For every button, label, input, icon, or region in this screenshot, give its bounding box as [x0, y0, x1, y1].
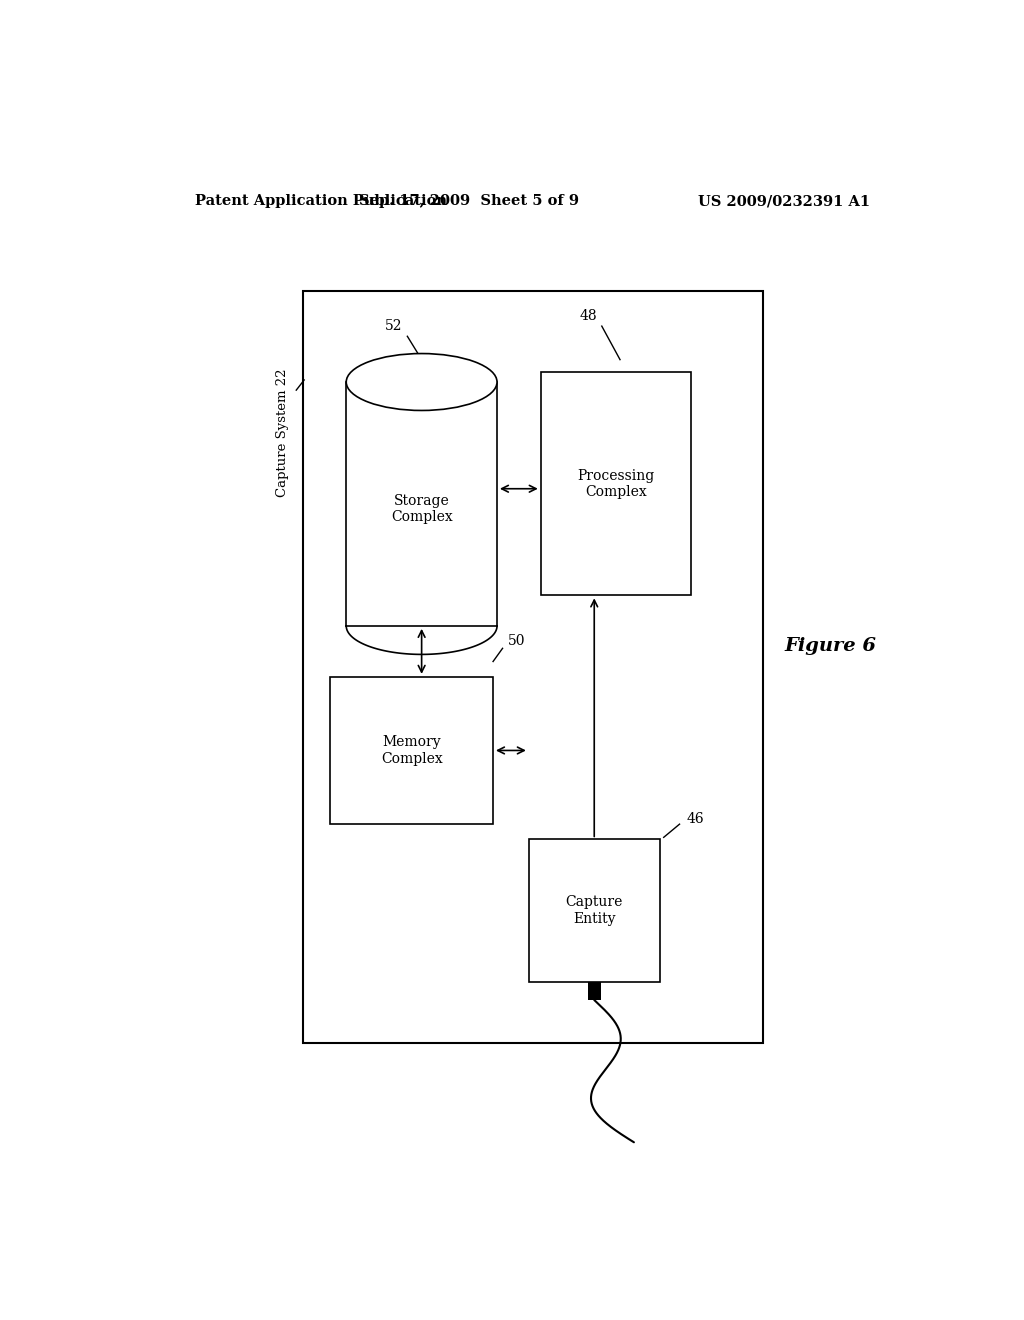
Bar	[588, 982, 601, 1001]
Text: 50: 50	[508, 634, 525, 648]
Text: US 2009/0232391 A1: US 2009/0232391 A1	[698, 194, 870, 209]
Ellipse shape	[346, 354, 497, 411]
Bar	[303, 290, 763, 1043]
Text: Memory
Complex: Memory Complex	[381, 735, 442, 766]
Text: 52: 52	[385, 319, 402, 333]
Bar	[528, 840, 659, 982]
Text: Capture System 22: Capture System 22	[276, 368, 289, 498]
Text: Figure 6: Figure 6	[784, 638, 877, 655]
Text: Storage
Complex: Storage Complex	[391, 494, 453, 524]
Bar	[541, 372, 691, 595]
Text: Sep. 17, 2009  Sheet 5 of 9: Sep. 17, 2009 Sheet 5 of 9	[359, 194, 580, 209]
Text: Processing
Complex: Processing Complex	[578, 469, 654, 499]
Bar	[346, 381, 497, 626]
Text: Capture
Entity: Capture Entity	[565, 895, 623, 925]
Text: Patent Application Publication: Patent Application Publication	[196, 194, 447, 209]
Bar	[331, 677, 494, 824]
Text: 46: 46	[687, 812, 705, 826]
Text: 48: 48	[580, 309, 597, 323]
